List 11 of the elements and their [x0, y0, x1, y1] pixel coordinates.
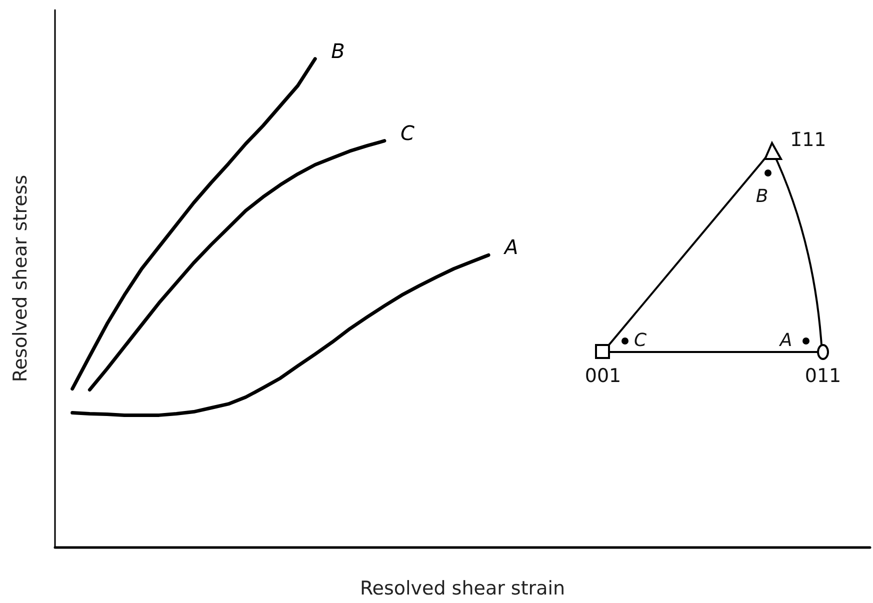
x-axis-title: Resolved shear strain: [360, 578, 566, 600]
series-label: C: [400, 120, 414, 145]
annotation: 011: [804, 365, 842, 387]
annotation: B: [756, 186, 768, 207]
annotation: 001: [584, 365, 622, 387]
series-label: A: [502, 235, 518, 260]
y-axis-title: Resolved shear stress: [10, 174, 32, 382]
annotation: A: [778, 330, 792, 351]
annotation: 1̄11: [790, 129, 826, 151]
series-label: B: [331, 38, 345, 63]
annotation: C: [634, 330, 647, 351]
